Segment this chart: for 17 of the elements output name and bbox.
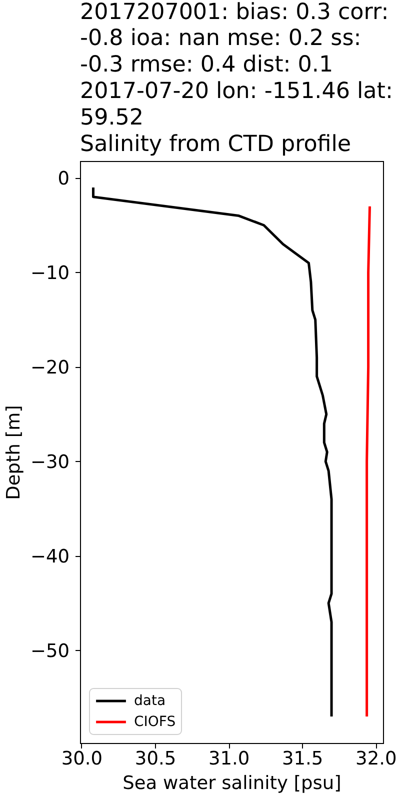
- y-axis-title: Depth [m]: [3, 405, 24, 500]
- y-tick-label: −50: [30, 640, 70, 662]
- x-axis-title: Sea water salinity [psu]: [122, 773, 342, 794]
- legend-label: data: [134, 693, 166, 709]
- x-tick-label: 30.0: [61, 748, 103, 770]
- x-tick-label: 32.0: [356, 748, 397, 770]
- y-tick-label: −20: [30, 357, 70, 378]
- x-tick-label: 31.0: [208, 748, 250, 770]
- legend-label: CIOFS: [134, 714, 176, 730]
- y-tick-label: 0: [58, 168, 70, 190]
- chart-title: 2017207001: bias: 0.3 corr: -0.8 ioa: nan mse: 0.2 ss: -0.3 rmse: 0.4 dist: 0.1 2017-07-20 lon: -151.46 lat: 59.52 Salinity from CTD profile: [80, 0, 393, 157]
- y-tick-label: −10: [30, 262, 70, 284]
- x-tick-label: 31.5: [282, 748, 324, 770]
- y-tick-label: −40: [30, 546, 70, 568]
- x-tick-label: 30.5: [134, 748, 176, 770]
- y-tick-label: −30: [30, 452, 70, 473]
- line-series: [366, 205, 372, 718]
